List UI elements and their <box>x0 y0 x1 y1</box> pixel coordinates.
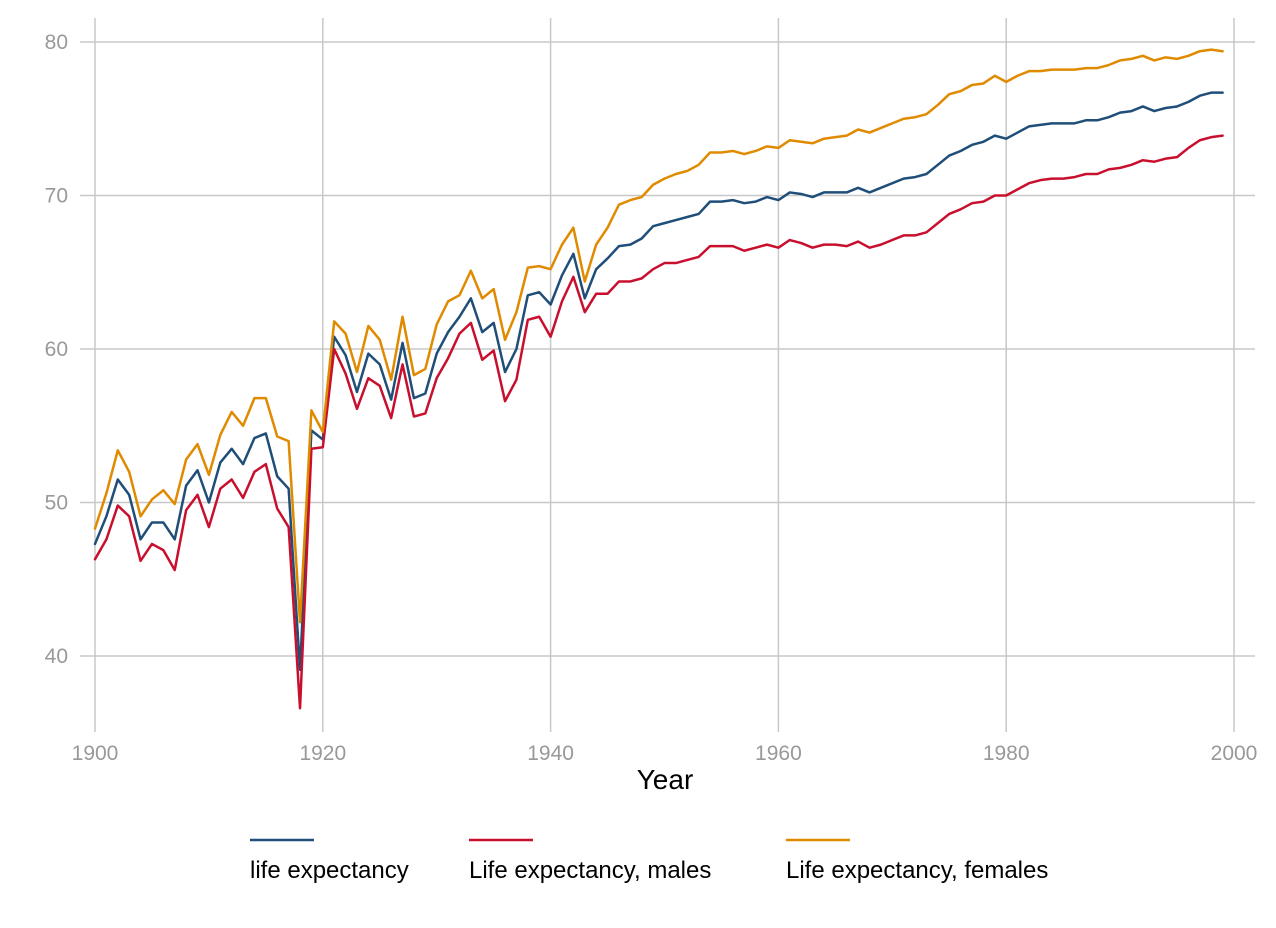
legend-item-2: Life expectancy, males <box>469 838 711 884</box>
x-tick-label: 2000 <box>1211 742 1258 765</box>
series-line-2 <box>93 134 1224 710</box>
y-tick-label: 40 <box>45 645 68 668</box>
x-tick-label: 1920 <box>299 742 346 765</box>
y-tick-label: 60 <box>45 338 68 361</box>
legend-label: Life expectancy, males <box>469 857 711 884</box>
x-axis-title: Year <box>637 764 694 795</box>
legend-label: Life expectancy, females <box>786 857 1048 884</box>
horizontal-grid-lines <box>80 41 1255 657</box>
y-tick-label: 50 <box>45 492 68 515</box>
legend-label: life expectancy <box>250 857 409 884</box>
vertical-grid-lines <box>94 18 1235 732</box>
series-lines <box>93 48 1224 710</box>
y-tick-label: 70 <box>45 185 68 208</box>
x-tick-label: 1900 <box>72 742 119 765</box>
x-tick-label: 1980 <box>983 742 1030 765</box>
y-tick-labels: 40 50 60 70 80 <box>45 31 68 668</box>
y-tick-label: 80 <box>45 31 68 54</box>
legend: life expectancy Life expectancy, males Lif… <box>250 838 1048 884</box>
x-tick-label: 1940 <box>527 742 574 765</box>
legend-item-1: life expectancy <box>250 838 409 884</box>
x-tick-labels: 1900 1920 1940 1960 1980 2000 <box>72 742 1258 765</box>
series-line-1 <box>93 91 1224 672</box>
series-line-3 <box>93 48 1224 624</box>
legend-item-3: Life expectancy, females <box>786 838 1048 884</box>
x-tick-label: 1960 <box>755 742 802 765</box>
